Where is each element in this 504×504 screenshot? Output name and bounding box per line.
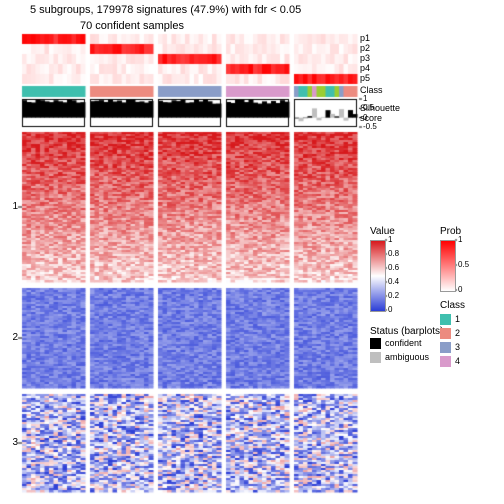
anno-label-p3: p3: [360, 53, 370, 63]
sil-tick: 0.5: [363, 103, 374, 112]
legend-tick: 0.2: [388, 291, 399, 300]
legend-class-swatch: [440, 314, 451, 325]
legend-value-gradient: [370, 240, 386, 312]
legend-class-swatch: [440, 342, 451, 353]
legend-class-label: 4: [455, 356, 460, 366]
row-cluster-label: 3: [4, 437, 18, 448]
sil-tick: -0.5: [363, 122, 377, 131]
legend-tick: 0.4: [388, 277, 399, 286]
legend-class-swatch: [440, 328, 451, 339]
sil-tick: 0: [363, 113, 367, 122]
anno-label-p5: p5: [360, 73, 370, 83]
legend-tick: 0.5: [458, 260, 469, 269]
legend-class-swatch: [440, 356, 451, 367]
legend-class-title: Class: [440, 300, 465, 311]
legend-prob-gradient: [440, 240, 456, 292]
heatmap-figure: { "layout": { "width": 504, "height": 50…: [0, 0, 504, 504]
legend-status-title: Status (barplots): [370, 326, 443, 337]
anno-label-p4: p4: [360, 63, 370, 73]
row-cluster-label: 2: [4, 332, 18, 343]
legend-tick: 1: [458, 235, 462, 244]
legend-tick: 0: [458, 285, 462, 294]
legend-status-label: confident: [385, 338, 422, 348]
legend-tick: 0.6: [388, 263, 399, 272]
legend-status-label: ambiguous: [385, 352, 429, 362]
row-cluster-label: 1: [4, 201, 18, 212]
legend-status-swatch: [370, 338, 381, 349]
legend-tick: 0: [388, 305, 392, 314]
sil-tick: 1: [363, 94, 367, 103]
legend-class-label: 3: [455, 342, 460, 352]
legend-status-swatch: [370, 352, 381, 363]
anno-label-p1: p1: [360, 33, 370, 43]
legend-class-label: 2: [455, 328, 460, 338]
legend-tick: 0.8: [388, 249, 399, 258]
anno-label-p2: p2: [360, 43, 370, 53]
legend-class-label: 1: [455, 314, 460, 324]
legend-tick: 1: [388, 235, 392, 244]
heatmap-canvas: [0, 0, 504, 504]
